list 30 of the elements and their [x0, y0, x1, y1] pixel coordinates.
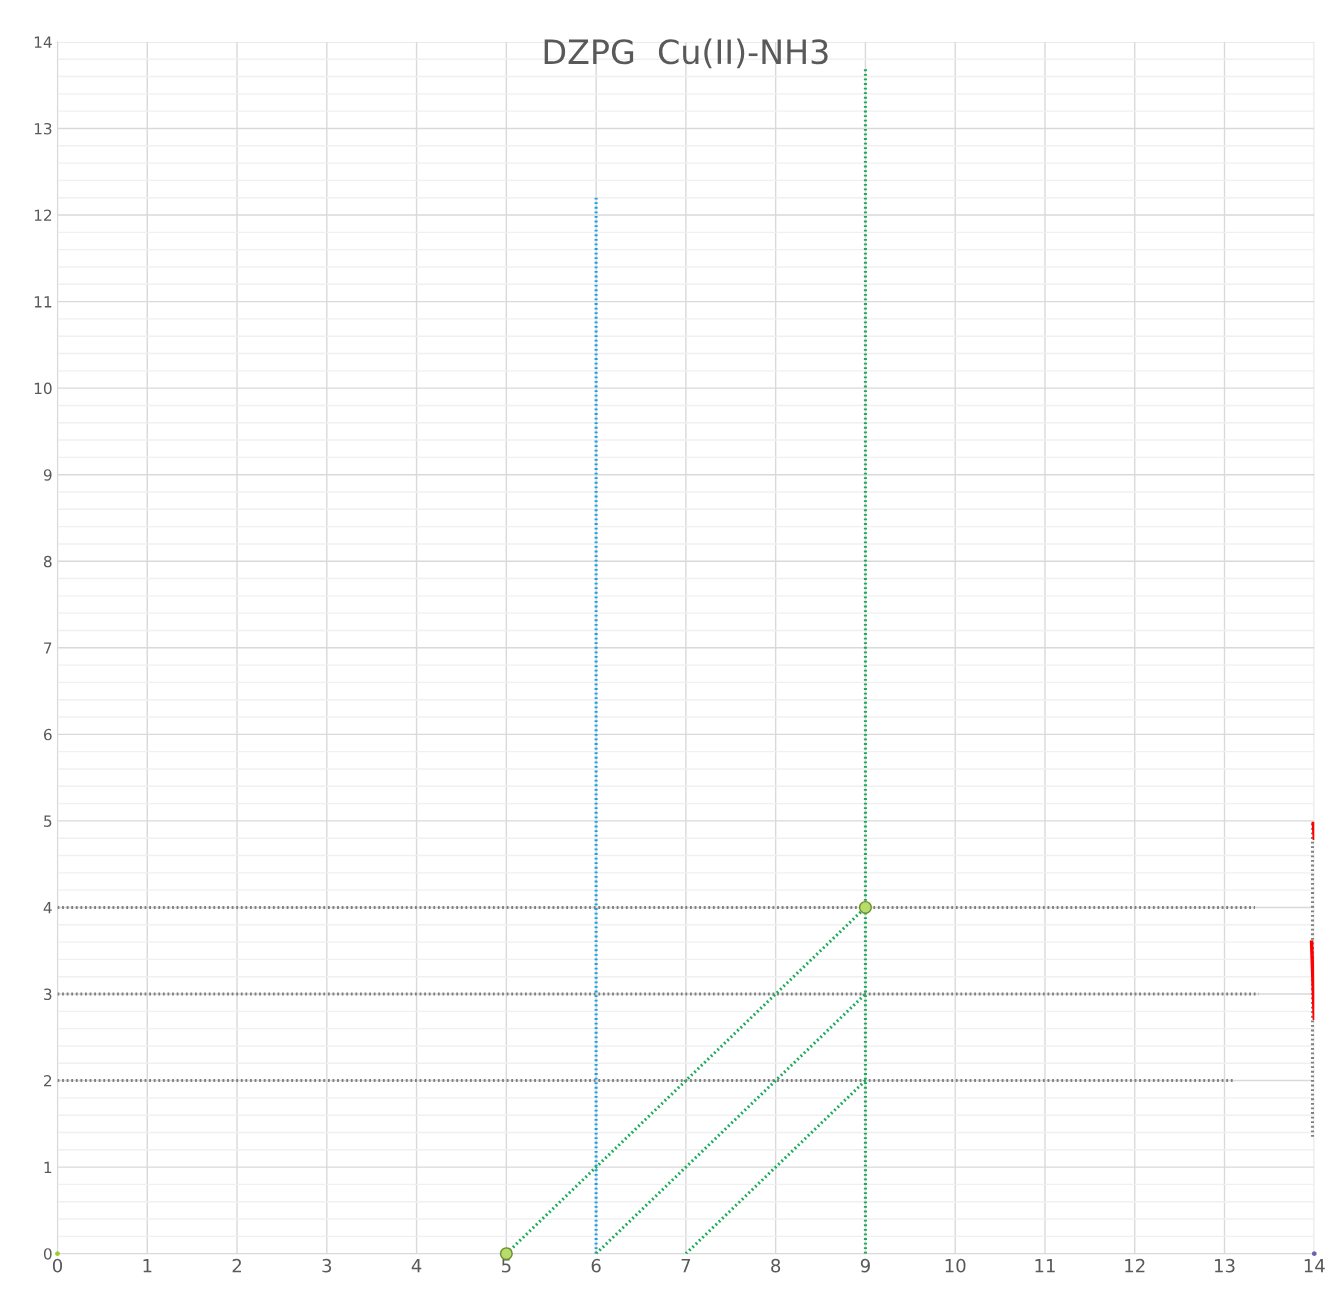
y-tick-label: 14 [34, 36, 52, 48]
y-tick-label: 12 [34, 209, 52, 221]
x-tick-label: 2 [232, 1258, 241, 1273]
x-tick-label: 4 [411, 1259, 422, 1273]
x-tick-label: 10 [945, 1258, 966, 1273]
y-tick-label: 9 [43, 469, 52, 481]
x-tick-label: 3 [322, 1258, 332, 1273]
x-tick-label: 5 [501, 1259, 511, 1273]
y-tick-label: 2 [44, 1075, 52, 1087]
y-tick-label: 7 [44, 642, 52, 654]
y-tick-label: 10 [34, 382, 52, 395]
y-tick-label: 3 [44, 988, 52, 1001]
y-tick-label: 8 [43, 555, 52, 568]
y-tick-label: 4 [43, 902, 52, 914]
chart-title: DZPG Cu(II)-NH3 [544, 38, 828, 69]
x-tick-label: 14 [1304, 1259, 1325, 1273]
y-tick-label: 13 [34, 122, 52, 135]
x-tick-label: 13 [1215, 1258, 1235, 1273]
x-tick-label: 8 [771, 1258, 781, 1273]
y-tick-label: 0 [43, 1248, 52, 1260]
x-tick-label: 12 [1125, 1258, 1145, 1273]
x-tick-label: 9 [860, 1258, 870, 1273]
x-tick-label: 7 [681, 1259, 691, 1273]
x-tick-label: 6 [591, 1258, 601, 1273]
y-tick-label: 1 [44, 1161, 52, 1173]
y-tick-label: 11 [34, 296, 52, 308]
y-tick-label: 6 [43, 728, 52, 741]
x-tick-label: 11 [1035, 1259, 1055, 1273]
x-tick-label: 1 [143, 1259, 152, 1273]
y-tick-label: 5 [44, 815, 52, 827]
